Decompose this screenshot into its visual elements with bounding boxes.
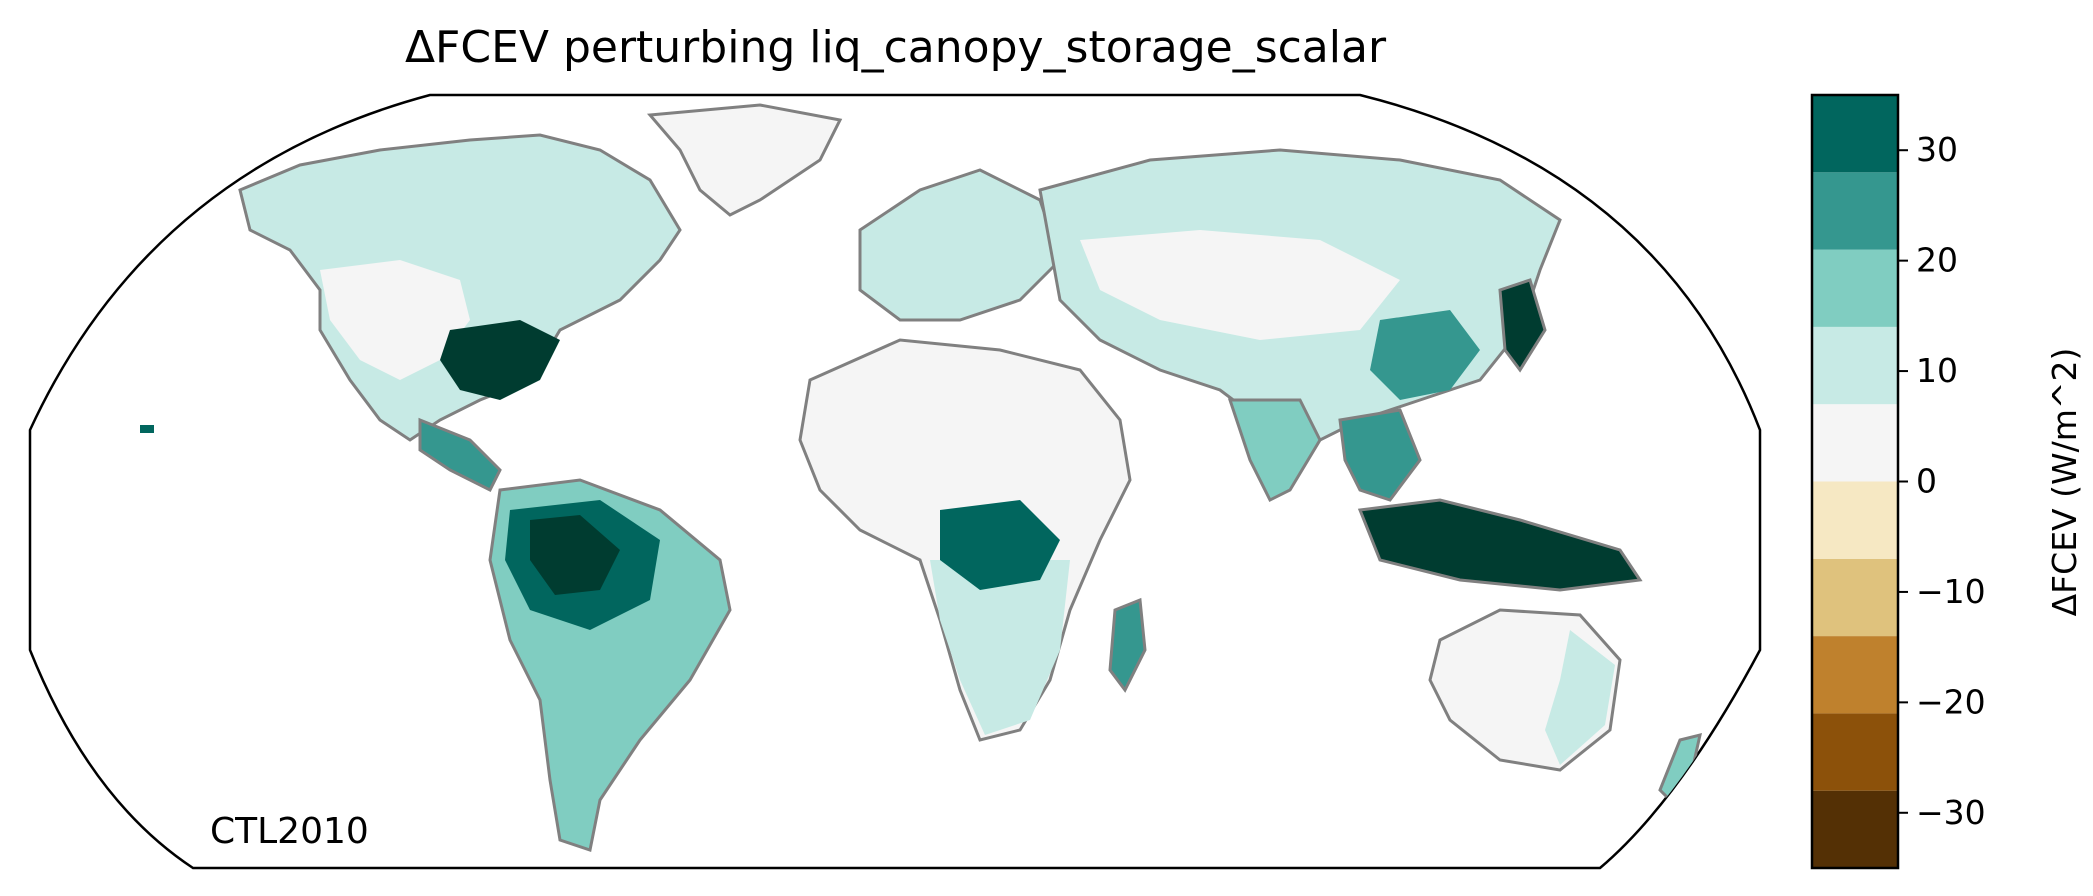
colorbar-segment	[1812, 790, 1898, 868]
land-india	[1227, 398, 1322, 503]
panel-label: CTL2010	[210, 811, 369, 852]
colorbar-tick-label: −30	[1916, 793, 1986, 832]
land-amazon-core	[530, 515, 620, 595]
land-southeast-us	[440, 320, 560, 400]
land-madagascar	[1108, 597, 1147, 693]
land-central-asia	[1080, 230, 1400, 340]
colorbar-tick-label: −20	[1916, 682, 1986, 721]
land-hawaii	[140, 425, 154, 433]
colorbar-tick-label: 30	[1916, 130, 1958, 169]
colorbar-segment	[1812, 95, 1898, 173]
colorbar-segment	[1812, 172, 1898, 250]
colorbar-segment	[1812, 326, 1898, 405]
colorbar-tick-label: 0	[1916, 462, 1937, 501]
colorbar-segment	[1812, 249, 1898, 327]
colorbar: 30 20 10 0 −10 −20 −30	[1810, 93, 1986, 870]
land-east-asia	[1370, 310, 1480, 400]
land-congo-basin	[940, 500, 1060, 590]
colorbar-segment	[1812, 636, 1898, 714]
colorbar-tick-label: 10	[1916, 351, 1958, 390]
map-title: ΔFCEV perturbing liq_canopy_storage_scal…	[404, 22, 1387, 73]
land-central-america	[418, 417, 502, 493]
land-japan	[1498, 278, 1547, 373]
colorbar-tick-label: 20	[1916, 241, 1958, 280]
colorbar-segment	[1812, 404, 1898, 482]
colorbar-segment	[1812, 713, 1898, 791]
land-australia-east	[1545, 630, 1615, 765]
colorbar-segment	[1812, 481, 1898, 559]
land-greenland	[646, 103, 843, 217]
land-africa-south	[930, 560, 1070, 735]
land-indochina	[1338, 408, 1422, 502]
colorbar-label: ΔFCEV (W/m^2)	[2045, 348, 2084, 617]
land-layer	[140, 103, 1702, 852]
land-europe	[858, 168, 1062, 322]
colorbar-segment	[1812, 558, 1898, 637]
colorbar-tick-label: −10	[1916, 572, 1986, 611]
land-maritime-se-asia	[1357, 498, 1643, 592]
land-north-america-core	[320, 260, 470, 380]
